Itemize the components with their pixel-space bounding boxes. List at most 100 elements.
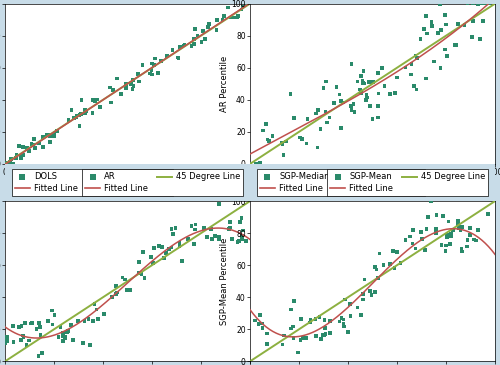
Point [287, 307, 295, 312]
Point [218, 16, 226, 22]
Point [147, 254, 155, 260]
Point [322, 331, 330, 337]
Point [332, 84, 340, 90]
Point [2, 160, 10, 165]
Point [412, 246, 420, 251]
Point [464, 1, 471, 7]
Point [438, 242, 446, 248]
Point [53, 128, 61, 134]
Point [200, 225, 208, 231]
Point [348, 61, 356, 67]
Point [82, 108, 90, 114]
Point [129, 77, 137, 82]
Point [36, 141, 44, 146]
Point [92, 307, 100, 312]
Point [444, 218, 452, 224]
Point [458, 249, 466, 254]
Point [412, 87, 420, 92]
Point [409, 227, 417, 233]
Point [121, 277, 129, 283]
Point [176, 240, 184, 246]
Point [35, 141, 43, 146]
Point [228, 236, 236, 242]
Point [80, 318, 88, 324]
Point [69, 337, 77, 343]
Point [39, 134, 47, 140]
Point [286, 91, 294, 97]
Point [89, 318, 97, 324]
Point [180, 43, 188, 49]
Point [216, 236, 224, 242]
Point [441, 12, 449, 18]
Point [360, 81, 368, 87]
Point [264, 137, 272, 142]
Point [224, 226, 232, 232]
Point [25, 148, 33, 154]
Point [50, 131, 58, 137]
Point [341, 297, 349, 303]
Point [304, 116, 312, 122]
Point [109, 87, 117, 93]
Point [9, 323, 17, 329]
Point [449, 227, 457, 233]
Point [17, 337, 25, 343]
Point [365, 79, 373, 85]
Point [12, 155, 20, 161]
Point [374, 91, 382, 96]
Point [330, 100, 338, 106]
Point [32, 326, 40, 332]
Point [312, 111, 320, 116]
Point [317, 336, 325, 342]
Point [59, 330, 67, 335]
Point [199, 28, 207, 34]
Point [64, 117, 72, 123]
Point [432, 212, 440, 218]
Point [360, 276, 368, 282]
Point [423, 30, 431, 36]
Point [46, 139, 54, 145]
Point [278, 141, 286, 147]
Point [442, 243, 450, 249]
Point [282, 138, 290, 144]
Point [363, 95, 371, 100]
Point [35, 320, 43, 326]
Point [371, 264, 379, 270]
Point [439, 213, 447, 219]
Point [420, 26, 428, 32]
Point [402, 65, 409, 70]
Point [340, 321, 347, 327]
Point [359, 80, 367, 86]
Point [44, 318, 52, 324]
Point [358, 312, 366, 318]
Point [470, 237, 478, 242]
Point [20, 334, 28, 340]
Point [30, 142, 38, 148]
Point [414, 55, 422, 61]
Point [452, 42, 460, 48]
Point [96, 104, 104, 110]
Point [76, 112, 84, 118]
Point [246, 161, 254, 167]
Point [443, 53, 451, 59]
Point [106, 85, 114, 91]
Point [238, 233, 246, 239]
Point [178, 258, 186, 264]
Point [54, 334, 62, 340]
Point [30, 137, 38, 142]
Point [456, 224, 464, 230]
Point [212, 27, 220, 33]
Point [466, 225, 474, 231]
Point [205, 21, 213, 27]
Point [386, 91, 394, 97]
Point [422, 13, 430, 19]
Point [278, 140, 286, 146]
Point [68, 107, 76, 113]
Point [476, 36, 484, 42]
Point [227, 15, 235, 20]
Point [243, 1, 251, 7]
Point [262, 121, 270, 127]
Point [48, 308, 56, 314]
Point [380, 83, 388, 89]
Point [242, 238, 250, 244]
Point [280, 333, 288, 338]
